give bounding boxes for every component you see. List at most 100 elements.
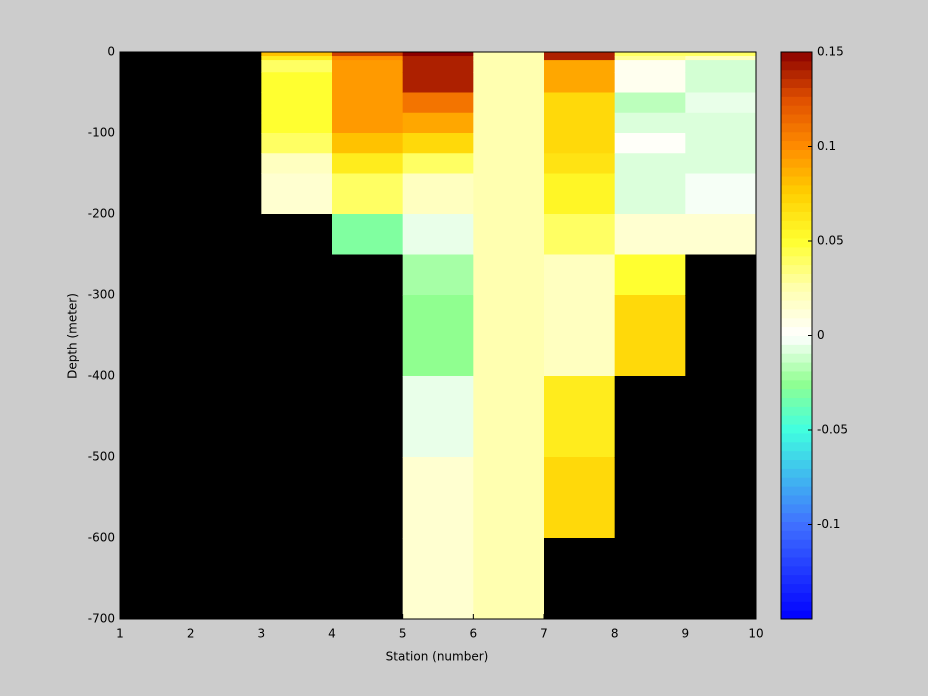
missing-cell [190, 153, 262, 174]
cell [332, 60, 404, 73]
colorbar-swatch [781, 149, 812, 159]
cell [402, 376, 474, 458]
missing-cell [190, 92, 262, 114]
missing-cell [614, 457, 686, 539]
cell [402, 173, 474, 215]
missing-cell [120, 72, 192, 93]
cell [402, 153, 474, 174]
cell [402, 112, 474, 134]
missing-cell [120, 376, 192, 458]
missing-cell [190, 538, 262, 620]
cell [544, 72, 616, 93]
missing-cell [332, 254, 404, 296]
colorbar-swatch [781, 96, 812, 106]
colorbar-swatch [781, 370, 812, 381]
y-tick-label: -500 [88, 450, 115, 464]
cell [544, 295, 616, 377]
cell [402, 60, 474, 73]
colorbar-swatch [781, 246, 812, 257]
colorbar-swatch [781, 530, 812, 540]
missing-cell [190, 72, 262, 93]
cell [402, 92, 474, 114]
cell [402, 538, 474, 620]
cell [473, 173, 545, 215]
cell [473, 112, 545, 134]
missing-cell [120, 92, 192, 114]
missing-cell [261, 214, 333, 255]
colorbar-swatch [781, 122, 812, 133]
colorbar-swatch [781, 565, 812, 576]
missing-cell [190, 457, 262, 539]
missing-cell [261, 538, 333, 620]
missing-cell [614, 376, 686, 458]
cell [544, 133, 616, 154]
cell [685, 153, 757, 174]
cell [332, 214, 404, 255]
missing-cell [120, 153, 192, 174]
cell [402, 56, 474, 61]
cell [614, 56, 686, 61]
cell [544, 60, 616, 73]
colorbar-swatch [781, 592, 812, 602]
cell [614, 214, 686, 255]
cell [473, 56, 545, 61]
colorbar-swatch [781, 362, 812, 372]
cell [261, 133, 333, 154]
missing-cell [190, 133, 262, 154]
cell [473, 457, 545, 539]
colorbar-swatch [781, 556, 812, 567]
cell [473, 153, 545, 174]
missing-cell [120, 133, 192, 154]
colorbar-swatch [781, 468, 812, 478]
cell [402, 52, 474, 57]
colorbar-swatch [781, 238, 812, 248]
colorbar-swatch [781, 539, 812, 549]
cell [544, 214, 616, 255]
colorbar-swatch [781, 300, 812, 310]
cell [614, 112, 686, 134]
cell [261, 173, 333, 215]
cell [685, 173, 757, 215]
cell [685, 133, 757, 154]
cell [544, 153, 616, 174]
cell [261, 56, 333, 61]
cell [614, 72, 686, 93]
missing-cell [685, 538, 757, 620]
cell [473, 538, 545, 620]
colorbar-tick-label: 0 [817, 328, 825, 342]
colorbar-swatch [781, 52, 812, 62]
colorbar-swatch [781, 432, 812, 443]
missing-cell [332, 376, 404, 458]
missing-cell [261, 295, 333, 377]
colorbar-swatch [781, 273, 812, 283]
colorbar-swatch [781, 140, 812, 150]
cell [544, 56, 616, 61]
x-tick-label: 6 [470, 627, 478, 641]
colorbar-swatch [781, 415, 812, 425]
cell [332, 92, 404, 114]
y-tick-label: -700 [88, 612, 115, 626]
x-tick-label: 5 [399, 627, 407, 641]
colorbar-swatch [781, 326, 812, 336]
cell [473, 254, 545, 296]
plot-frame [119, 51, 757, 620]
colorbar-swatch [781, 344, 812, 354]
missing-cell [261, 376, 333, 458]
colorbar-swatch [781, 459, 812, 469]
cell [473, 72, 545, 93]
x-tick-label: 10 [748, 627, 763, 641]
cell [685, 60, 757, 73]
missing-cell [120, 457, 192, 539]
cell [685, 52, 757, 57]
colorbar-swatch [781, 450, 812, 461]
colorbar-swatch [781, 184, 812, 195]
cell [473, 92, 545, 114]
colorbar-tick-label: -0.1 [817, 517, 840, 531]
cell [473, 214, 545, 255]
cell [614, 52, 686, 57]
cell [685, 214, 757, 255]
missing-cell [685, 457, 757, 539]
x-tick-label: 9 [682, 627, 690, 641]
colorbar-swatch [781, 388, 812, 399]
colorbar-swatch [781, 494, 812, 505]
